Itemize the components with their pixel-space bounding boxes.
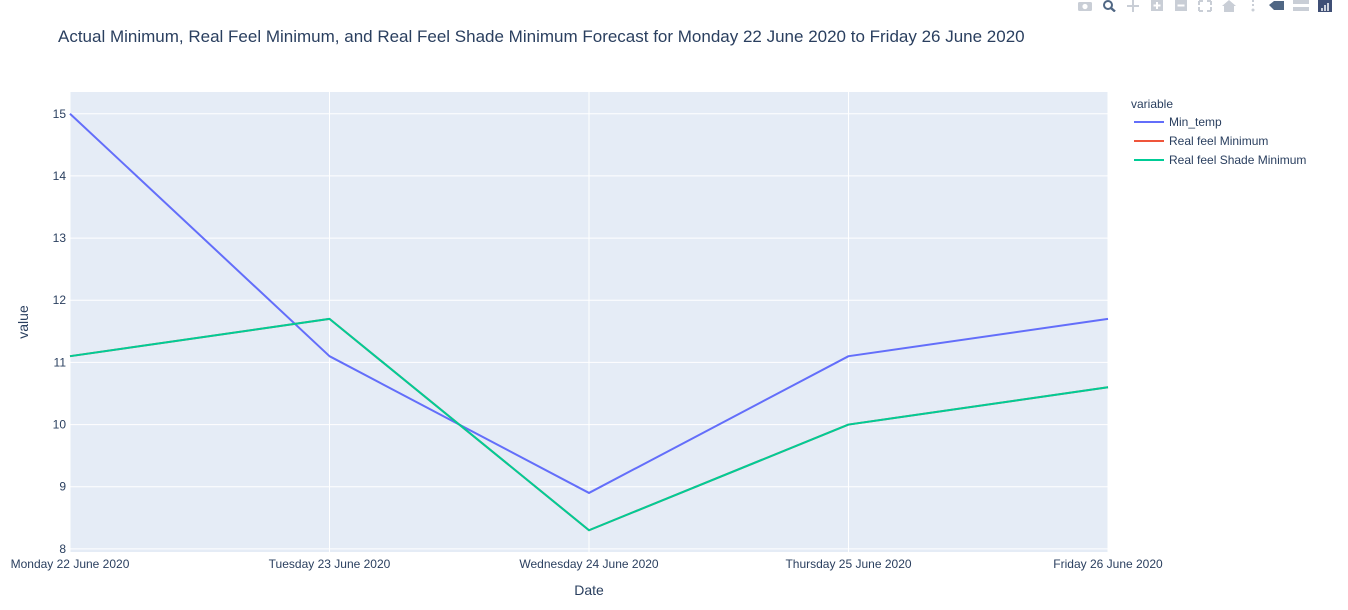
y-tick-label: 15 <box>53 107 67 121</box>
x-tick-label: Wednesday 24 June 2020 <box>519 557 659 571</box>
zoom-icon[interactable] <box>1100 0 1118 12</box>
legend-label: Min_temp <box>1169 115 1222 129</box>
x-tick-label: Thursday 25 June 2020 <box>785 557 911 571</box>
x-tick-label: Tuesday 23 June 2020 <box>269 557 391 571</box>
legend-label: Real feel Minimum <box>1169 134 1268 148</box>
y-tick-label: 12 <box>53 293 67 307</box>
x-axis-title: Date <box>574 582 604 598</box>
zoom-out-icon[interactable] <box>1172 0 1190 12</box>
y-tick-label: 10 <box>53 418 67 432</box>
series-line-min-temp[interactable] <box>69 113 1109 494</box>
hover-closest-icon[interactable] <box>1268 0 1286 12</box>
series-line-real-feel-shade-minimum[interactable] <box>69 317 1109 532</box>
y-axis-ticks: 8 9 10 11 12 13 14 15 <box>53 107 67 556</box>
x-tick-label: Friday 26 June 2020 <box>1053 557 1163 571</box>
legend-item[interactable]: Real feel Shade Minimum <box>1134 153 1306 167</box>
y-tick-label: 9 <box>59 480 66 494</box>
y-tick-label: 8 <box>59 542 66 556</box>
autoscale-icon[interactable] <box>1196 0 1214 12</box>
modebar <box>1076 0 1334 12</box>
legend: variable Min_temp Real feel Minimum Real f… <box>1131 97 1306 167</box>
camera-icon[interactable] <box>1076 0 1094 12</box>
x-tick-label: Monday 22 June 2020 <box>11 557 130 571</box>
hover-compare-icon[interactable] <box>1292 0 1310 12</box>
chart-title: Actual Minimum, Real Feel Minimum, and R… <box>58 27 1025 46</box>
series-lines <box>69 113 1109 532</box>
legend-item[interactable]: Real feel Minimum <box>1134 134 1268 148</box>
x-axis-ticks: Monday 22 June 2020 Tuesday 23 June 2020 W… <box>11 557 1163 571</box>
y-tick-label: 11 <box>54 355 67 369</box>
gridlines <box>69 92 1109 552</box>
y-tick-label: 14 <box>53 169 67 183</box>
y-tick-label: 13 <box>53 231 67 245</box>
y-axis-title: value <box>15 305 31 339</box>
legend-label: Real feel Shade Minimum <box>1169 153 1306 167</box>
legend-item[interactable]: Min_temp <box>1134 115 1222 129</box>
pan-icon[interactable] <box>1124 0 1142 12</box>
plotly-logo-icon[interactable] <box>1316 0 1334 12</box>
legend-title: variable <box>1131 97 1173 111</box>
zoom-in-icon[interactable] <box>1148 0 1166 12</box>
home-icon[interactable] <box>1220 0 1238 12</box>
spike-lines-icon[interactable] <box>1244 0 1262 12</box>
